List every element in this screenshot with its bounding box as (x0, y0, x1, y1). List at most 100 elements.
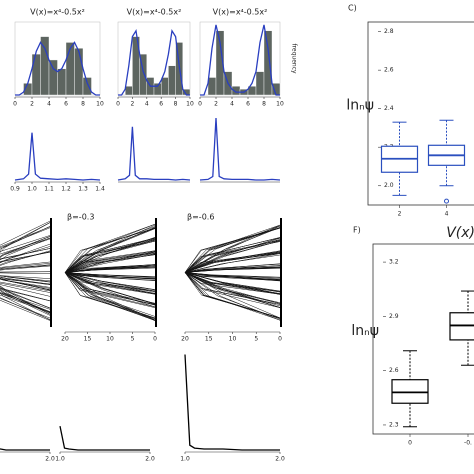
y-tick-label: 2.9 (389, 313, 399, 320)
plot-frame (372, 243, 474, 435)
x-tick-label: 1.3 (78, 186, 88, 193)
branch (0, 226, 51, 250)
x-tick-label: 10 (186, 101, 194, 108)
x-tick-label: 5 (131, 336, 135, 343)
branch (184, 237, 281, 273)
branch (184, 272, 281, 319)
x-tick-label: 20 (61, 336, 69, 343)
branch (0, 276, 51, 285)
branch (64, 272, 156, 317)
histogram-bar (207, 77, 217, 96)
branch (184, 227, 281, 273)
x-tick-label: 10 (106, 336, 114, 343)
x-tick-label: 1.0 (180, 456, 190, 463)
box (391, 379, 429, 404)
y-tick-label: 2.0 (384, 182, 394, 189)
x-tick-label: 1.0 (55, 456, 65, 463)
branch (64, 272, 156, 291)
x-tick-label: 20 (181, 336, 189, 343)
series-line (199, 117, 281, 181)
branch (0, 236, 51, 257)
branch (0, 293, 51, 312)
histogram-bar (168, 65, 176, 96)
x-tick-label: 0 (13, 101, 17, 108)
branch (0, 297, 51, 320)
branch (0, 227, 51, 249)
panel-title: β=-0.3 (67, 213, 94, 222)
branch (64, 272, 156, 321)
branch (0, 272, 51, 274)
panel-title: β=-0.6 (187, 213, 214, 222)
series-line (117, 126, 191, 181)
panel-title: V(x)=x⁴-0.5x² (213, 8, 268, 17)
branch (0, 294, 51, 313)
branch (0, 248, 51, 260)
x-tick-label: 2 (214, 101, 218, 108)
branch (184, 272, 281, 303)
branch (0, 226, 51, 248)
x-tick-label: 6 (159, 101, 163, 108)
branch (184, 263, 281, 273)
x-tick-label: 6 (64, 101, 68, 108)
branch (0, 275, 51, 279)
branch (64, 272, 156, 305)
histogram-bar (255, 71, 265, 96)
branch (0, 290, 51, 313)
branch (0, 237, 51, 255)
x-tick-label: 8 (81, 101, 85, 108)
branch (0, 277, 51, 286)
branch (184, 272, 281, 280)
x-tick-label: 4 (445, 211, 449, 218)
branch (0, 282, 51, 293)
series-line (59, 425, 150, 451)
x-tick-label: 4 (145, 101, 149, 108)
branch (0, 287, 51, 301)
branch (0, 292, 51, 310)
x-tick-label: 2 (130, 101, 134, 108)
x-tick-label: 0 (198, 101, 202, 108)
x-tick-label: 5 (254, 336, 258, 343)
histogram-bar (65, 42, 75, 96)
branch (0, 292, 51, 321)
branch (0, 299, 51, 321)
branch (0, 235, 51, 252)
branch (64, 224, 156, 273)
branch (0, 261, 51, 268)
x-tick-label: -0. (464, 440, 472, 447)
x-tick-label: 2.0 (45, 456, 55, 463)
series-line (0, 448, 50, 451)
branch (0, 251, 51, 262)
y2-label: frequency (291, 43, 298, 74)
series-line (184, 354, 280, 451)
branch (0, 243, 51, 264)
branch (64, 272, 156, 295)
branch (184, 272, 281, 308)
histogram-bar (124, 86, 133, 96)
x-tick-label: 2.0 (145, 456, 155, 463)
series-line (15, 41, 100, 96)
x-tick-label: 0 (278, 336, 282, 343)
histogram-bar (48, 59, 58, 96)
branch (0, 287, 51, 309)
branch (0, 275, 51, 283)
x-tick-label: 8 (174, 101, 178, 108)
branch (184, 251, 281, 273)
plot-frame (367, 21, 474, 206)
tree-branches (184, 224, 281, 321)
branch (0, 284, 51, 297)
branch (64, 250, 156, 273)
branch (0, 287, 51, 315)
branch (0, 263, 51, 269)
x-tick-label: 1.4 (95, 186, 105, 193)
x-axis-label: V(x) (446, 225, 474, 241)
branch (64, 227, 156, 273)
branch (64, 252, 156, 273)
branch (184, 272, 281, 294)
branch (0, 265, 51, 270)
panel-title: V(x)=x⁴-0.5x² (127, 8, 182, 17)
branch (184, 240, 281, 273)
branch (0, 265, 51, 271)
histogram-bar (31, 53, 41, 96)
y-tick-label: 2.8 (384, 28, 394, 35)
